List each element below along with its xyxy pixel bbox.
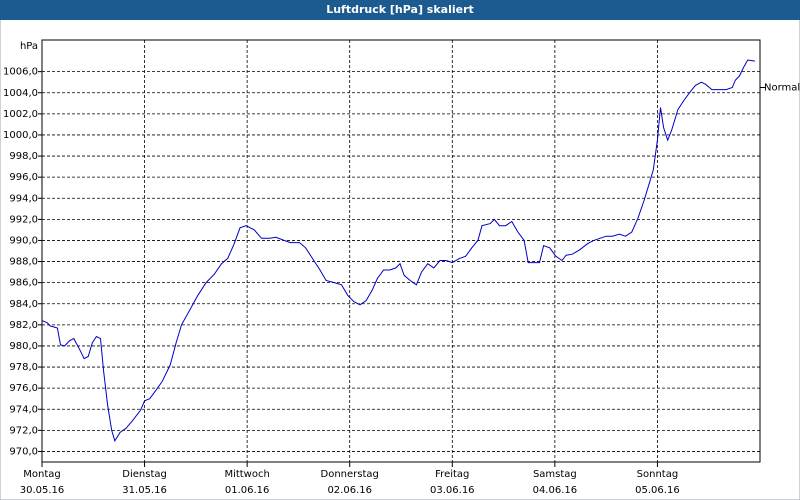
y-tick-label: 986,0: [9, 278, 38, 289]
x-tick-date: 30.05.16: [20, 485, 65, 496]
x-tick-label: Montag: [23, 469, 60, 480]
y-axis-label: hPa: [20, 41, 38, 52]
pressure-line: [41, 59, 755, 443]
x-tick-label: Samstag: [533, 469, 577, 480]
y-tick-label: 1004,0: [3, 88, 38, 99]
y-tick-label: 992,0: [9, 214, 38, 225]
chart-title: Luftdruck [hPa] skaliert: [326, 3, 474, 16]
y-tick-label: 1000,0: [3, 130, 38, 141]
y-tick-label: 1002,0: [3, 109, 38, 120]
y-tick-label: 978,0: [9, 362, 38, 373]
y-tick-label: 974,0: [9, 404, 38, 415]
x-tick-date: 31.05.16: [122, 485, 167, 496]
x-tick-label: Donnerstag: [321, 469, 379, 480]
y-tick-label: 970,0: [9, 446, 38, 457]
y-tick-label: 996,0: [9, 172, 38, 183]
x-tick-date: 03.06.16: [430, 485, 475, 496]
title-bar: [0, 0, 800, 20]
y-tick-label: 990,0: [9, 235, 38, 246]
x-tick-date: 05.06.16: [635, 485, 680, 496]
y-tick-label: 972,0: [9, 425, 38, 436]
y-tick-label: 980,0: [9, 341, 38, 352]
plot-area: [41, 39, 761, 463]
annotation: Normal: [764, 82, 800, 93]
x-tick-date: 04.06.16: [533, 485, 578, 496]
y-tick-label: 982,0: [9, 320, 38, 331]
x-tick-date: 02.06.16: [327, 485, 372, 496]
x-tick-date: 01.06.16: [225, 485, 270, 496]
y-tick-label: 1006,0: [3, 67, 38, 78]
y-tick-label: 994,0: [9, 193, 38, 204]
y-tick-label: 976,0: [9, 383, 38, 394]
x-tick-label: Sonntag: [637, 469, 679, 480]
x-tick-label: Mittwoch: [224, 469, 269, 480]
y-tick-label: 998,0: [9, 151, 38, 162]
x-tick-label: Dienstag: [122, 469, 167, 480]
x-tick-label: Freitag: [435, 469, 469, 480]
y-tick-label: 988,0: [9, 257, 38, 268]
y-tick-label: 984,0: [9, 299, 38, 310]
